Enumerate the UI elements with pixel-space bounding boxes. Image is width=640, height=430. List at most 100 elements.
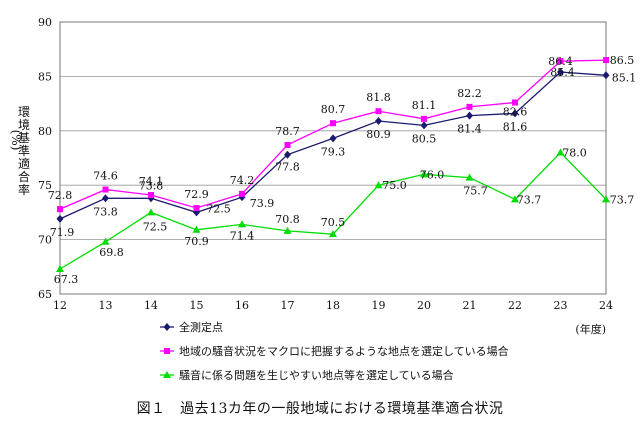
data-point-triangle	[101, 237, 110, 245]
data-point-square	[57, 206, 63, 213]
data-label: 80.9	[366, 128, 391, 141]
data-point-triangle	[511, 195, 519, 203]
y-tick-label: 75	[38, 179, 52, 192]
data-label: 71.4	[230, 229, 255, 242]
data-label: 82.6	[503, 106, 528, 119]
x-tick-label: 21	[463, 299, 477, 312]
data-label: 80.7	[321, 103, 346, 116]
y-tick-label: 90	[38, 16, 52, 29]
data-label: 80.5	[412, 132, 437, 145]
data-label: 71.9	[50, 226, 75, 239]
data-point-triangle	[556, 148, 565, 156]
data-point-triangle	[465, 173, 474, 181]
data-label: 69.8	[99, 246, 124, 259]
data-point-diamond	[329, 134, 337, 143]
legend-marker-triangle	[163, 371, 171, 378]
data-label: 78.0	[562, 147, 587, 160]
data-label: 70.5	[321, 216, 346, 229]
x-tick-label: 15	[190, 299, 204, 312]
x-tick-label: 20	[417, 299, 431, 312]
y-tick-label: 70	[38, 234, 52, 247]
data-label: 77.8	[275, 161, 300, 174]
data-point-diamond	[420, 121, 428, 130]
data-point-diamond	[102, 194, 109, 203]
data-label: 73.9	[250, 197, 275, 210]
data-label: 74.6	[93, 170, 118, 183]
data-label: 86.5	[610, 54, 635, 67]
data-label: 81.8	[366, 91, 391, 104]
legend-marker-square	[164, 348, 170, 354]
data-point-diamond	[375, 117, 382, 126]
y-tick-label: 80	[38, 125, 52, 138]
data-point-square	[466, 103, 473, 110]
data-point-triangle	[147, 208, 155, 216]
data-point-square	[102, 186, 109, 193]
plot-frame	[59, 21, 607, 295]
data-point-triangle	[420, 170, 428, 178]
x-tick-label: 14	[144, 299, 158, 312]
data-point-diamond	[466, 111, 473, 120]
y-tick-label: 65	[38, 288, 52, 301]
series-line	[59, 151, 607, 270]
data-label: 81.6	[503, 120, 528, 133]
data-label: 70.8	[275, 213, 300, 226]
legend-marker-diamond	[163, 323, 171, 331]
y-axis-label-char: 合	[18, 169, 30, 184]
data-label: 73.8	[93, 205, 118, 218]
x-tick-label: 16	[235, 299, 249, 312]
data-label: 74.1	[139, 175, 164, 188]
x-tick-label: 17	[281, 299, 295, 312]
x-tick-label: 13	[99, 299, 113, 312]
legend-label: 全測定点	[179, 320, 223, 334]
data-label: 75.0	[382, 179, 407, 192]
data-point-triangle	[602, 195, 610, 203]
data-label: 85.1	[612, 71, 637, 84]
data-point-square	[557, 58, 564, 65]
x-axis-label: (年度)	[575, 322, 606, 336]
data-point-square	[603, 57, 609, 64]
data-point-triangle	[329, 230, 337, 238]
data-label: 73.7	[610, 193, 635, 206]
data-point-square	[421, 115, 427, 122]
data-label: 72.8	[48, 189, 73, 202]
data-point-diamond	[602, 71, 610, 80]
legend-label: 地域の騒音状況をマクロに把握するような地点を選定している場合	[179, 344, 509, 358]
x-tick-label: 23	[554, 299, 568, 312]
data-point-square	[375, 108, 382, 115]
y-tick-label: 85	[38, 70, 52, 83]
data-label: 76.0	[420, 168, 445, 181]
y-axis-label-char: 境	[18, 117, 30, 132]
x-tick-label: 22	[508, 299, 522, 312]
data-point-diamond	[511, 109, 519, 118]
data-label: 72.5	[143, 220, 168, 233]
x-tick-label: 12	[53, 299, 67, 312]
data-label: 70.9	[184, 235, 209, 248]
data-label: 73.7	[517, 193, 542, 206]
y-axis-label-char: 環	[18, 105, 30, 119]
data-point-diamond	[56, 214, 64, 223]
x-tick-label: 18	[326, 299, 340, 312]
data-point-square	[284, 141, 291, 148]
data-label: 72.9	[184, 188, 209, 201]
data-point-triangle	[192, 225, 201, 233]
figure-caption: 図１ 過去13カ年の一般地域における環境基準適合状況	[136, 401, 504, 417]
y-axis-label-char: 準	[18, 143, 30, 158]
data-label: 74.2	[230, 174, 255, 187]
data-point-triangle	[238, 220, 246, 228]
data-label: 85.4	[550, 66, 575, 79]
x-tick-label: 24	[599, 299, 613, 312]
data-label: 86.4	[548, 55, 573, 68]
data-point-square	[239, 190, 245, 197]
legend-label: 騒音に係る問題を生じやすい地点等を選定している場合	[179, 368, 454, 382]
data-point-square	[148, 191, 154, 198]
data-label: 79.3	[321, 145, 346, 158]
x-tick-label: 19	[372, 299, 386, 312]
data-label: 81.1	[412, 99, 437, 112]
data-point-triangle	[56, 264, 64, 272]
data-point-diamond	[557, 68, 564, 77]
data-label: 82.2	[457, 87, 482, 100]
data-label: 73.8	[139, 179, 164, 192]
data-point-square	[330, 120, 336, 127]
